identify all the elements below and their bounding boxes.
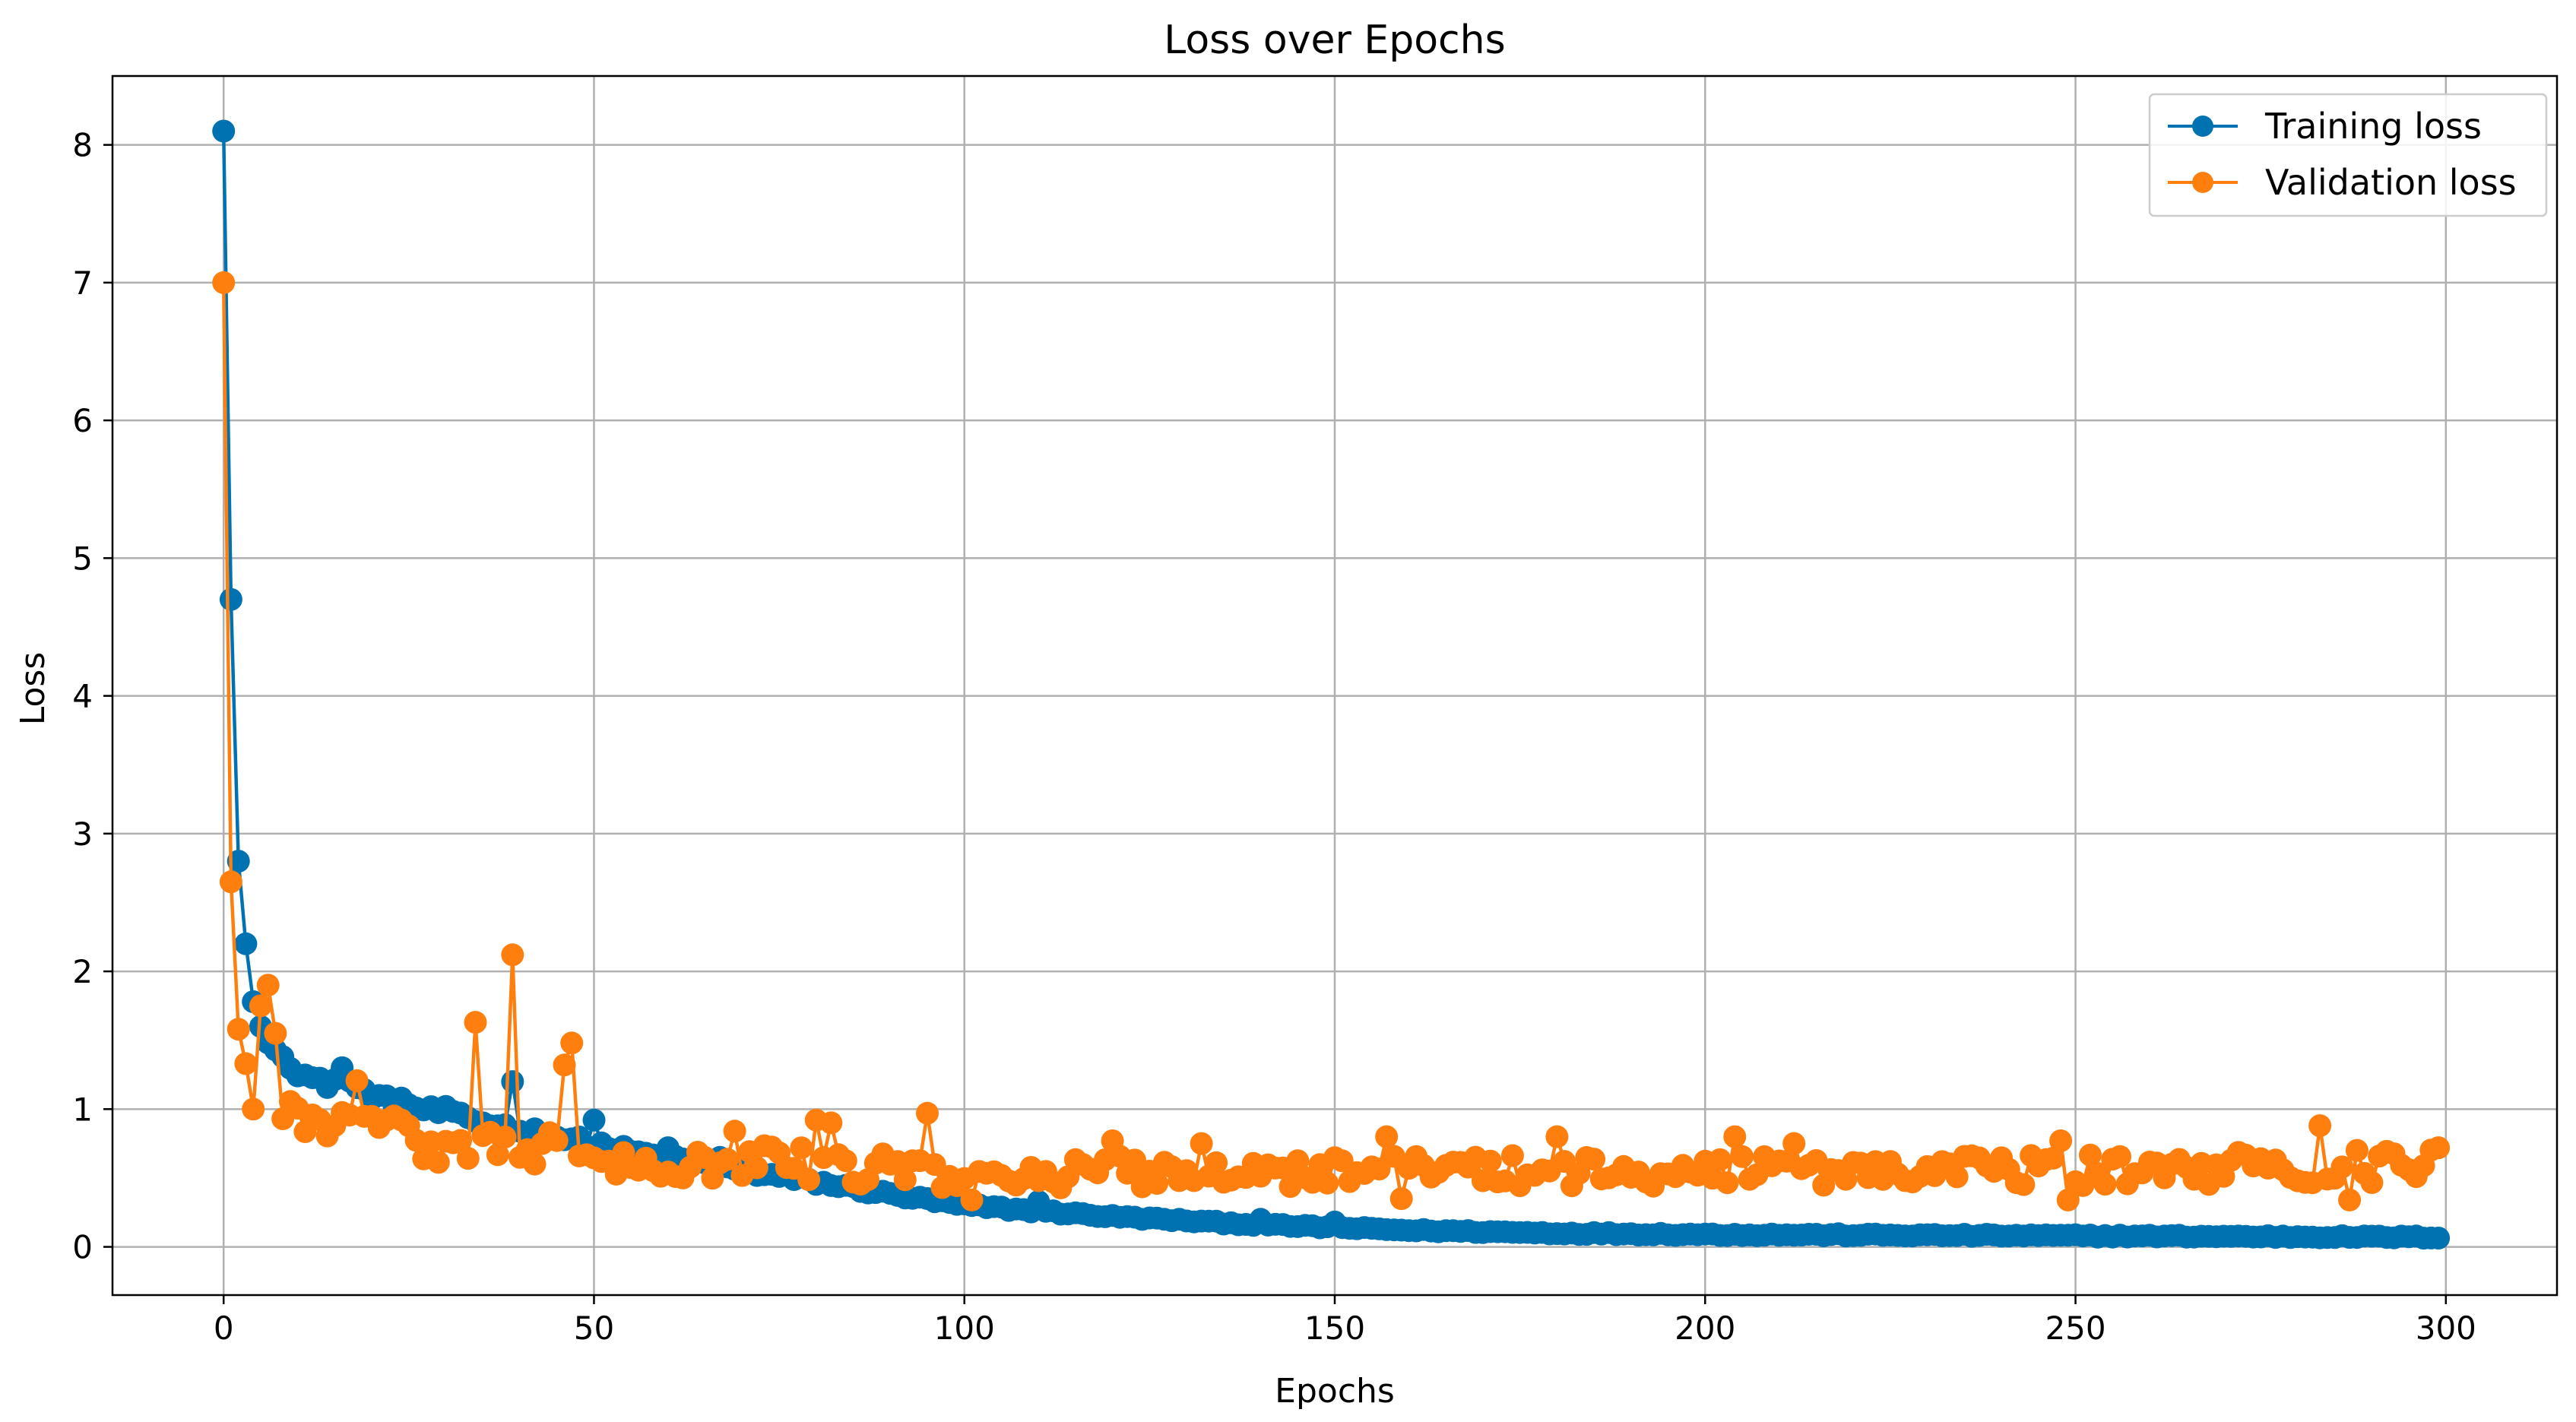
y-tick-label: 8 [72, 127, 93, 164]
x-tick-label: 200 [1675, 1310, 1735, 1347]
data-point-training [501, 1070, 524, 1094]
data-point-validation [2308, 1114, 2332, 1138]
y-tick-label: 3 [72, 816, 93, 853]
chart-title: Loss over Epochs [1164, 17, 1505, 63]
data-point-validation [2338, 1188, 2362, 1211]
data-point-validation [960, 1188, 984, 1211]
y-tick-label: 4 [72, 678, 93, 715]
legend-label-training: Training loss [2264, 106, 2482, 147]
x-axis-label: Epochs [1275, 1372, 1395, 1411]
data-point-validation [2079, 1143, 2102, 1167]
data-point-validation [1500, 1144, 1524, 1167]
data-point-validation [560, 1031, 584, 1055]
data-point-validation [212, 271, 236, 294]
x-tick-label: 100 [934, 1310, 995, 1347]
data-point-validation [1782, 1132, 1806, 1155]
data-point-validation [501, 943, 524, 967]
data-point-validation [1375, 1125, 1399, 1148]
legend-box [2148, 93, 2548, 217]
data-point-training [227, 850, 250, 873]
data-point-validation [1583, 1148, 1606, 1171]
legend-label-validation: Validation loss [2265, 162, 2517, 203]
x-tick-label: 250 [2045, 1310, 2105, 1347]
data-point-training [234, 932, 258, 955]
data-point-validation [264, 1021, 287, 1045]
data-point-validation [456, 1147, 480, 1170]
data-point-validation [2042, 1146, 2065, 1170]
data-point-training [2427, 1227, 2451, 1249]
data-point-training [212, 119, 236, 143]
legend-marker-training [2192, 116, 2213, 137]
data-point-validation [834, 1149, 857, 1173]
data-point-validation [234, 1052, 258, 1075]
data-point-validation [1708, 1148, 1732, 1171]
data-point-validation [1723, 1125, 1747, 1148]
data-point-validation [1731, 1145, 1754, 1168]
y-axis-label: Loss [14, 652, 52, 726]
data-point-training [582, 1108, 606, 1132]
data-point-validation [2109, 1145, 2131, 1168]
data-point-validation [1367, 1158, 1391, 1181]
data-point-validation [486, 1143, 509, 1167]
y-tick-label: 6 [72, 402, 93, 439]
data-point-validation [1716, 1171, 1739, 1195]
y-tick-label: 5 [72, 540, 93, 577]
data-point-validation [2093, 1173, 2117, 1196]
data-point-validation [1545, 1125, 1569, 1148]
x-tick-label: 150 [1304, 1310, 1365, 1347]
data-point-validation [2427, 1136, 2451, 1160]
data-point-validation [1389, 1187, 1413, 1211]
data-point-validation [790, 1136, 813, 1160]
series-layer [212, 119, 2451, 1250]
data-point-validation [219, 870, 242, 894]
data-point-validation [819, 1111, 843, 1135]
data-point-validation [1190, 1132, 1213, 1155]
legend: Training loss Validation loss [2148, 93, 2548, 217]
data-point-validation [797, 1168, 821, 1192]
data-point-validation [745, 1156, 768, 1180]
data-point-validation [523, 1152, 547, 1176]
data-point-validation [2049, 1129, 2073, 1152]
data-point-validation [426, 1151, 450, 1174]
data-point-validation [1205, 1151, 1228, 1174]
data-point-validation [1478, 1149, 1502, 1173]
data-point-validation [553, 1053, 576, 1077]
data-point-validation [345, 1069, 369, 1092]
data-point-validation [256, 974, 280, 997]
data-point-validation [893, 1168, 917, 1192]
x-tick-label: 0 [214, 1310, 234, 1347]
tick-layer: 0 50 100 150 200 250 300 0 1 2 3 4 5 6 7 8 [72, 127, 2476, 1347]
x-tick-label: 300 [2416, 1310, 2476, 1347]
data-point-validation [464, 1011, 487, 1034]
data-point-validation [916, 1101, 939, 1125]
data-point-validation [545, 1129, 569, 1152]
data-point-validation [242, 1097, 265, 1121]
y-tick-label: 7 [72, 264, 93, 302]
data-point-validation [227, 1018, 250, 1041]
grid-layer [112, 76, 2557, 1295]
legend-marker-validation [2192, 172, 2213, 193]
y-tick-label: 1 [72, 1091, 93, 1128]
data-point-validation [1145, 1172, 1169, 1195]
y-tick-label: 2 [72, 953, 93, 990]
data-point-validation [449, 1129, 472, 1152]
y-tick-label: 0 [72, 1229, 93, 1266]
data-point-training [219, 587, 242, 611]
series-validation [212, 271, 2451, 1211]
data-point-validation [1945, 1165, 1969, 1189]
data-point-validation [493, 1126, 517, 1148]
data-point-validation [1316, 1171, 1339, 1195]
data-point-validation [2345, 1139, 2368, 1162]
data-point-validation [723, 1120, 746, 1143]
data-point-validation [2330, 1155, 2354, 1179]
x-tick-label: 50 [574, 1310, 614, 1347]
data-point-validation [249, 994, 272, 1018]
data-point-validation [2012, 1173, 2036, 1196]
data-point-validation [715, 1148, 739, 1171]
data-point-validation [2360, 1171, 2384, 1194]
data-point-validation [2056, 1188, 2080, 1211]
